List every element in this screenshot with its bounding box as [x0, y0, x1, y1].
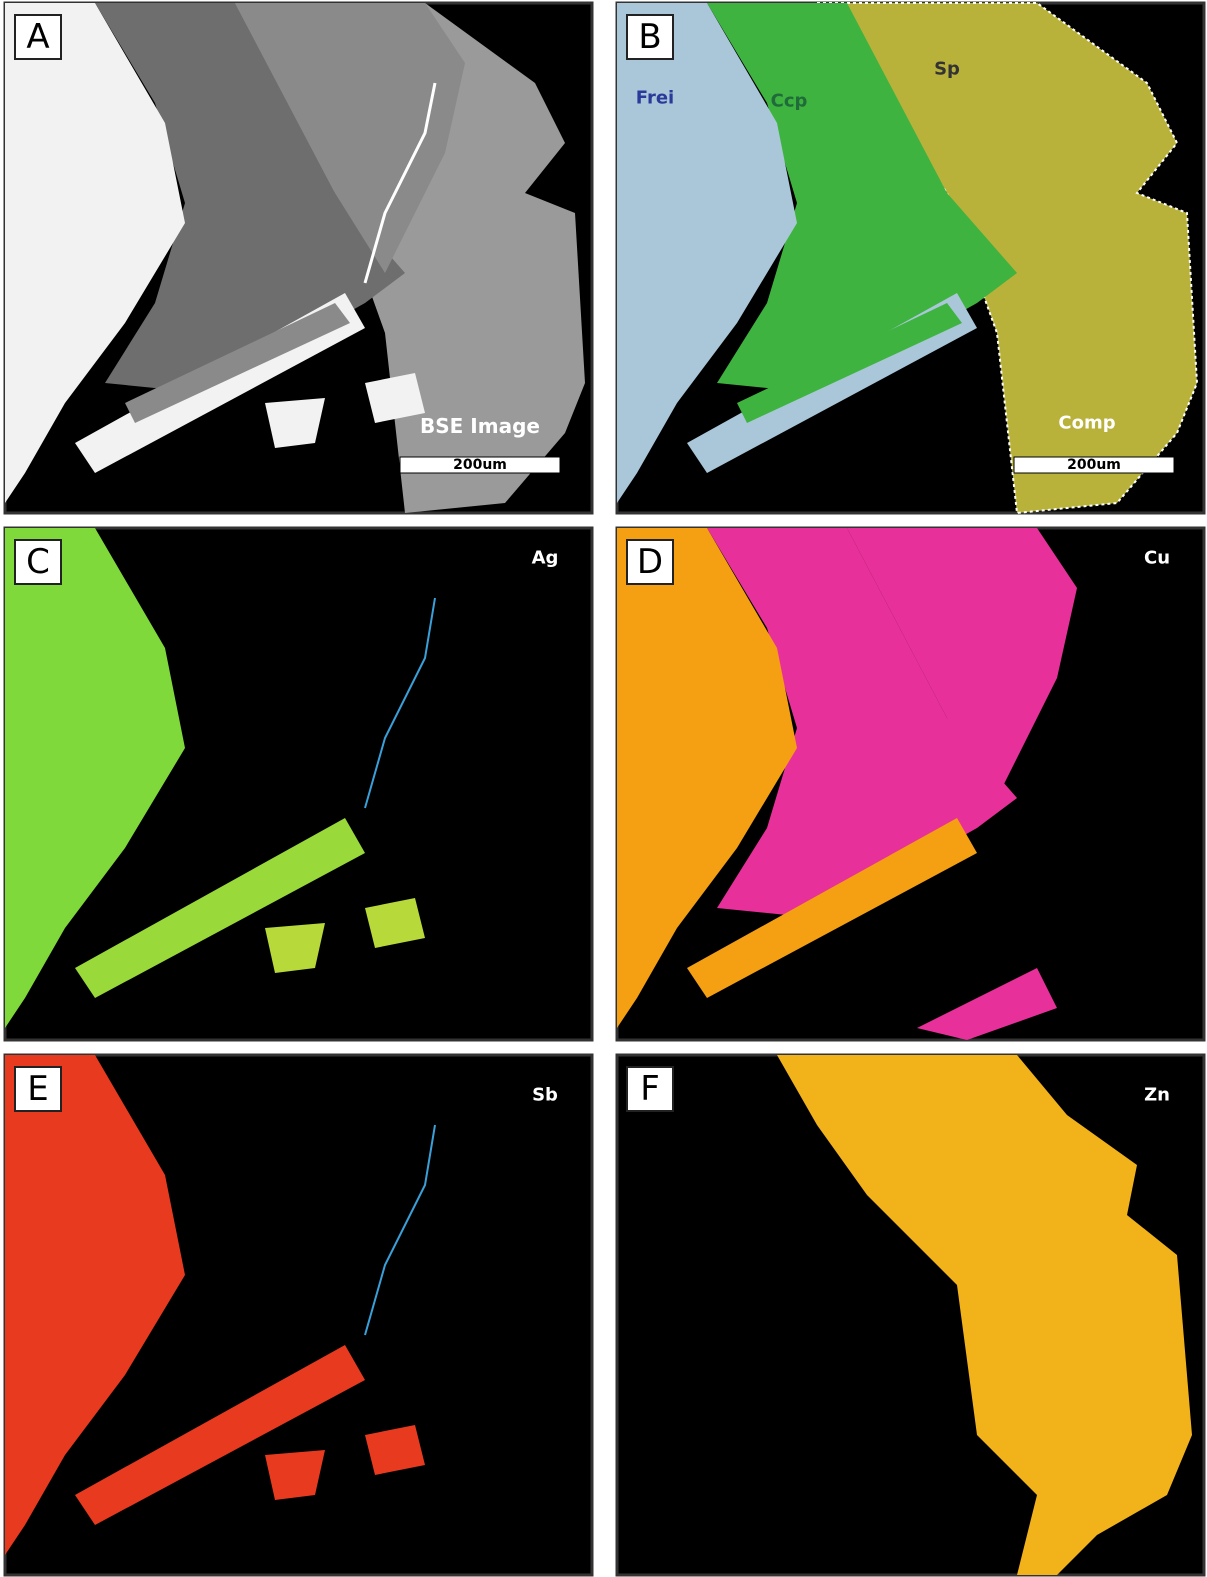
figure: A BSE Image 200um B Frei Ccp Sp Comp 200… — [0, 0, 1207, 1577]
panel-letter: C — [26, 542, 50, 582]
element-label: Sb — [532, 1085, 558, 1106]
panel-letter: F — [640, 1069, 660, 1109]
panel-letter: D — [637, 542, 663, 582]
phase-label: Ccp — [771, 91, 808, 112]
scale-label: 200um — [453, 457, 507, 473]
element-label: Zn — [1144, 1085, 1170, 1106]
panel-letter: E — [27, 1069, 48, 1109]
scale-label: 200um — [1067, 457, 1121, 473]
panel-b: B Frei Ccp Sp Comp 200um — [617, 3, 1204, 513]
phase-label: Frei — [636, 88, 674, 109]
element-label: Cu — [1144, 548, 1170, 569]
panel-a: A BSE Image 200um — [5, 3, 592, 513]
panel-letter: A — [26, 17, 49, 57]
panel-c: C Ag — [5, 528, 592, 1040]
phase-label: Sp — [934, 59, 960, 80]
panel-d: D Cu — [617, 528, 1204, 1040]
caption: BSE Image — [420, 414, 540, 438]
element-label: Ag — [532, 548, 559, 569]
panel-letter: B — [638, 17, 661, 57]
panel-f: F Zn — [617, 1055, 1204, 1575]
panel-e: E Sb — [5, 1055, 592, 1575]
phase-label: Comp — [1058, 413, 1115, 434]
